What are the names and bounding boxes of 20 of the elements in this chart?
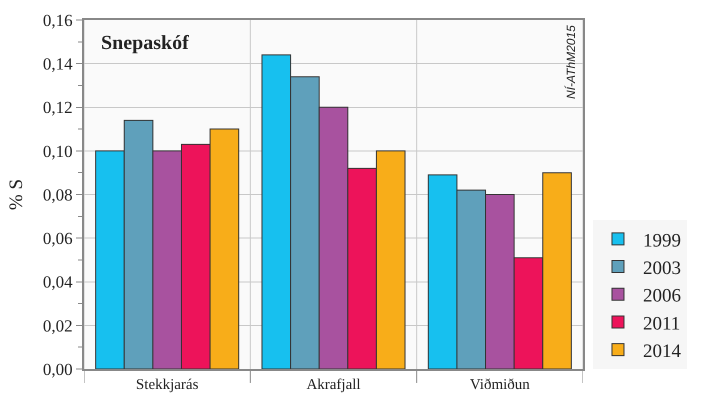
y-tick-label: 0,06 <box>42 229 73 248</box>
y-tick-label: 0,08 <box>42 185 73 204</box>
legend-label: 2014 <box>642 341 682 362</box>
y-tick-label: 0,14 <box>42 54 74 74</box>
y-tick-label: 0,10 <box>42 142 73 161</box>
legend-label: 1999 <box>642 230 681 252</box>
annotation: NÍ-AThM2015 <box>564 24 578 99</box>
x-tick-label: Viðmiðun <box>470 377 530 393</box>
legend-label: 2011 <box>642 313 680 334</box>
y-tick-label: 0,12 <box>42 98 73 118</box>
legend-label: 2006 <box>642 286 681 307</box>
y-axis-title: % S <box>6 178 28 210</box>
y-tick-label: 0,16 <box>42 10 73 30</box>
x-tick-label: Stekkjarás <box>136 377 199 393</box>
text: Snepaskóf <box>101 32 190 54</box>
y-tick-label: 0,04 <box>42 272 74 292</box>
y-tick-label: 0,00 <box>42 360 73 379</box>
legend-label: 2003 <box>642 258 681 279</box>
y-tick-label: 0,02 <box>42 316 73 336</box>
x-tick-label: Akrafjall <box>306 377 361 393</box>
